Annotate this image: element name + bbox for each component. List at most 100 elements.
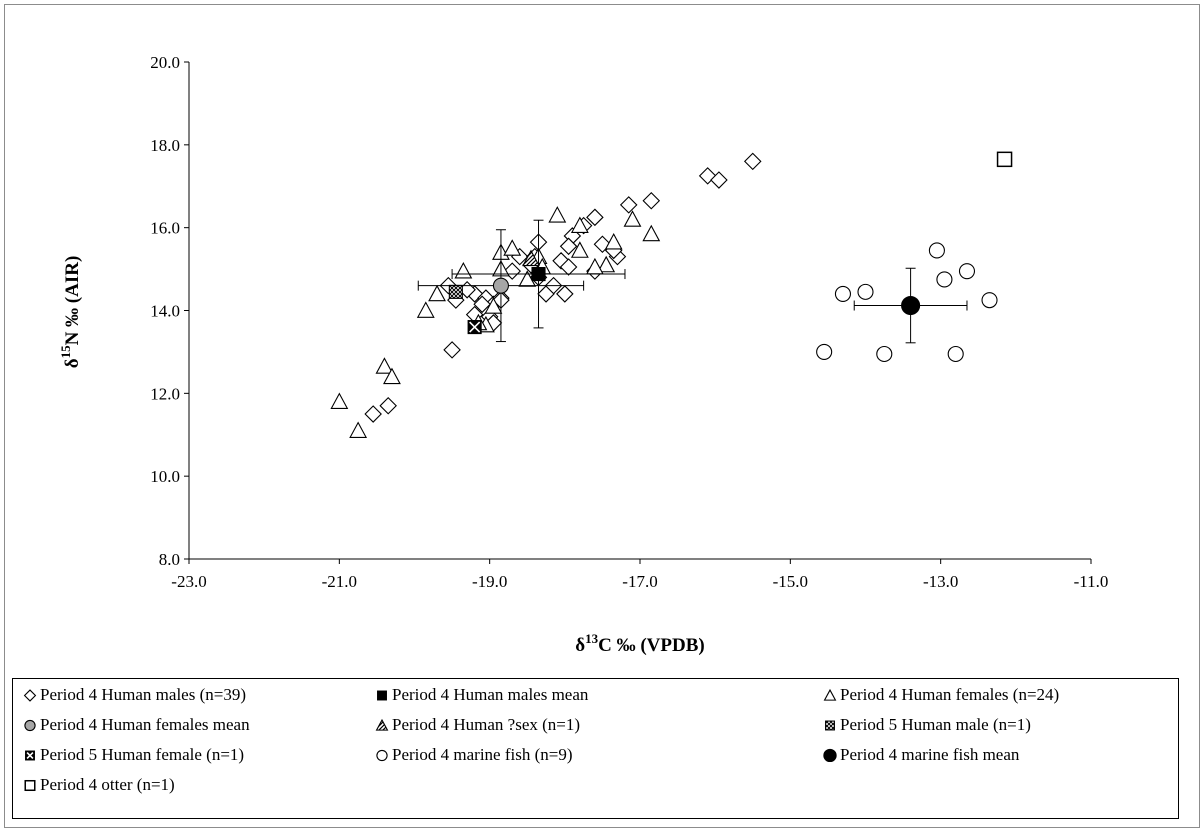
point-triangle-open	[642, 224, 661, 242]
legend-label: Period 4 Human males mean	[392, 685, 589, 704]
legend-symbol	[823, 688, 837, 701]
legend-symbol	[823, 748, 837, 762]
x-tick-label: -15.0	[773, 572, 808, 591]
point-diamond-open	[586, 208, 604, 227]
legend-item: Period 4 otter (n=1)	[23, 775, 175, 795]
legend-label: Period 5 Human male (n=1)	[840, 715, 1031, 734]
legend-item: Period 4 marine fish (n=9)	[375, 745, 573, 765]
point-circle-filled	[901, 295, 921, 316]
point-circle-open	[816, 343, 833, 360]
point-diamond-open	[619, 196, 638, 214]
point-circle-open	[981, 292, 998, 309]
point-triangle-open	[375, 357, 394, 374]
point-diamond-open	[559, 258, 578, 276]
point-diamond-open	[473, 295, 491, 314]
x-tick-label: -19.0	[472, 572, 507, 591]
point-triangle-open	[416, 301, 435, 318]
y-tick-label: 12.0	[150, 384, 180, 403]
chart-frame	[4, 4, 1200, 828]
point-triangle-open	[349, 421, 368, 438]
y-axis-label: δ15N ‰ (AIR)	[58, 256, 83, 369]
point-triangle-open	[383, 367, 401, 385]
legend-label: Period 4 Human ?sex (n=1)	[392, 715, 581, 734]
legend-marker	[25, 750, 35, 761]
legend-item: Period 4 Human females mean	[23, 715, 250, 735]
legend-marker	[823, 688, 837, 701]
point-circle-open	[857, 283, 874, 300]
point-square-open	[996, 151, 1013, 168]
point-triangle-hatched	[522, 249, 540, 267]
point-triangle-open	[597, 255, 616, 273]
point-circle-open	[834, 285, 852, 302]
legend-label: Period 4 Human females mean	[40, 715, 250, 734]
point-triangle-open	[484, 297, 503, 314]
legend-item: Period 4 Human males mean	[375, 685, 588, 705]
point-diamond-open	[559, 237, 578, 256]
point-square-hatched	[448, 284, 463, 299]
y-tick-label: 18.0	[150, 136, 180, 155]
legend-item: Period 4 marine fish mean	[823, 745, 1019, 765]
y-tick-label: 16.0	[150, 219, 180, 238]
point-square-filled	[531, 267, 546, 282]
point-triangle-open	[623, 210, 642, 227]
legend-marker	[375, 718, 389, 731]
point-triangle-open	[518, 270, 537, 287]
point-diamond-open	[443, 341, 461, 359]
point-diamond-open	[642, 191, 661, 210]
point-triangle-open	[428, 284, 446, 302]
legend-marker	[825, 720, 835, 731]
legend-symbol	[24, 779, 36, 792]
x-tick-label: -17.0	[622, 572, 657, 591]
legend-label: Period 4 otter (n=1)	[40, 775, 175, 794]
legend-marker	[24, 719, 36, 732]
legend-symbol	[377, 690, 387, 701]
legend-item: Period 5 Human male (n=1)	[823, 715, 1031, 735]
legend-marker	[23, 689, 37, 702]
point-diamond-open	[743, 152, 762, 171]
legend-item: Period 4 Human females (n=24)	[823, 685, 1059, 705]
legend-symbol	[825, 720, 835, 731]
x-tick-label: -23.0	[171, 572, 206, 591]
point-diamond-open	[710, 171, 728, 189]
x-tick-label: -11.0	[1074, 572, 1109, 591]
point-triangle-open	[503, 239, 522, 256]
scatter-plot: 8.0 10.0 12.0 14.0 16.0 18.0 20.0 -23.0 -21.0 -19…	[58, 53, 1109, 656]
point-circle-open	[947, 345, 964, 363]
point-circle-open	[936, 271, 953, 288]
legend-label: Period 4 Human females (n=24)	[840, 685, 1060, 704]
y-tick-label: 14.0	[150, 302, 180, 321]
legend: Period 4 Human males (n=39) Period 4 Huma…	[12, 678, 1179, 819]
legend-item: Period 4 Human ?sex (n=1)	[375, 715, 580, 735]
point-diamond-open	[364, 405, 382, 423]
point-circle-grey	[492, 277, 509, 294]
x-tick-label: -13.0	[923, 572, 958, 591]
point-triangle-open	[604, 233, 623, 250]
point-triangle-open	[454, 261, 473, 279]
legend-label: Period 5 Human female (n=1)	[40, 745, 245, 764]
point-triangle-open	[330, 392, 349, 409]
legend-symbol-cross	[26, 752, 34, 759]
legend-marker	[823, 748, 837, 762]
y-tick-label: 20.0	[150, 53, 180, 72]
x-axis-label: δ13C ‰ (VPDB)	[575, 631, 704, 656]
point-circle-open	[958, 263, 976, 280]
x-tick-label: -21.0	[322, 572, 357, 591]
legend-item: Period 4 Human males (n=39)	[23, 685, 246, 705]
legend-symbol	[376, 749, 388, 762]
point-diamond-open	[379, 396, 397, 415]
point-circle-open	[928, 242, 945, 259]
point-diamond-open	[556, 285, 574, 303]
point-square-x-cross	[469, 321, 481, 333]
point-triangle-open	[548, 206, 567, 223]
legend-label: Period 4 marine fish mean	[840, 745, 1020, 764]
legend-marker	[376, 749, 388, 762]
legend-label: Period 4 Human males (n=39)	[40, 685, 246, 704]
y-tick-label: 10.0	[150, 467, 180, 486]
legend-symbol	[24, 719, 36, 732]
legend-symbol	[375, 718, 389, 731]
legend-marker	[24, 779, 36, 792]
legend-symbol	[23, 689, 37, 702]
y-tick-label: 8.0	[159, 550, 180, 569]
point-circle-open	[876, 345, 893, 363]
legend-marker	[377, 690, 387, 701]
